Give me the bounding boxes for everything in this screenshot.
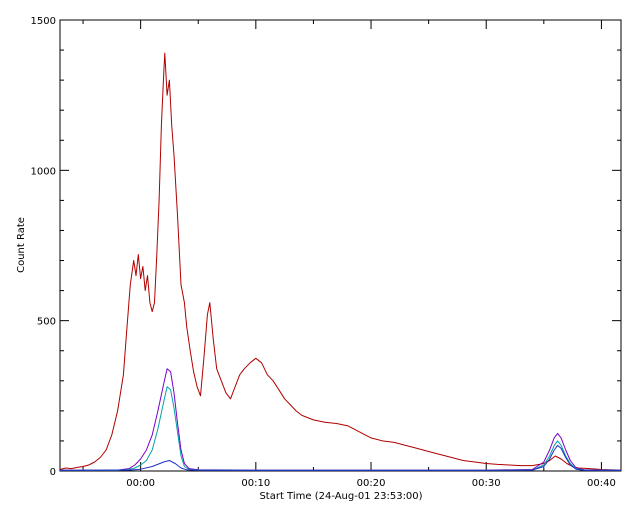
y-tick-label: 500 <box>37 317 56 328</box>
x-tick-label: 00:40 <box>587 478 616 489</box>
x-tick-label: 00:00 <box>126 478 155 489</box>
y-tick-label: 0 <box>50 467 56 478</box>
series-line-2 <box>60 368 622 471</box>
x-tick-label: 00:30 <box>472 478 501 489</box>
series-line-3 <box>60 386 622 471</box>
series-line-1 <box>59 52 622 471</box>
series-layer <box>59 52 622 471</box>
series-line-4 <box>59 444 621 471</box>
plot-frame <box>59 19 622 472</box>
x-axis-title: Start Time (24-Aug-01 23:53:00) <box>259 491 422 502</box>
y-axis-title: Count Rate <box>16 217 27 273</box>
x-tick-label: 00:10 <box>241 478 270 489</box>
y-tick-label: 1500 <box>31 16 56 27</box>
y-tick-label: 1000 <box>31 166 56 177</box>
x-tick-label: 00:20 <box>357 478 386 489</box>
axis-ticks: 00:00 00:10 00:20 00:30 00:40 0 500 1000 1500 <box>31 16 621 489</box>
